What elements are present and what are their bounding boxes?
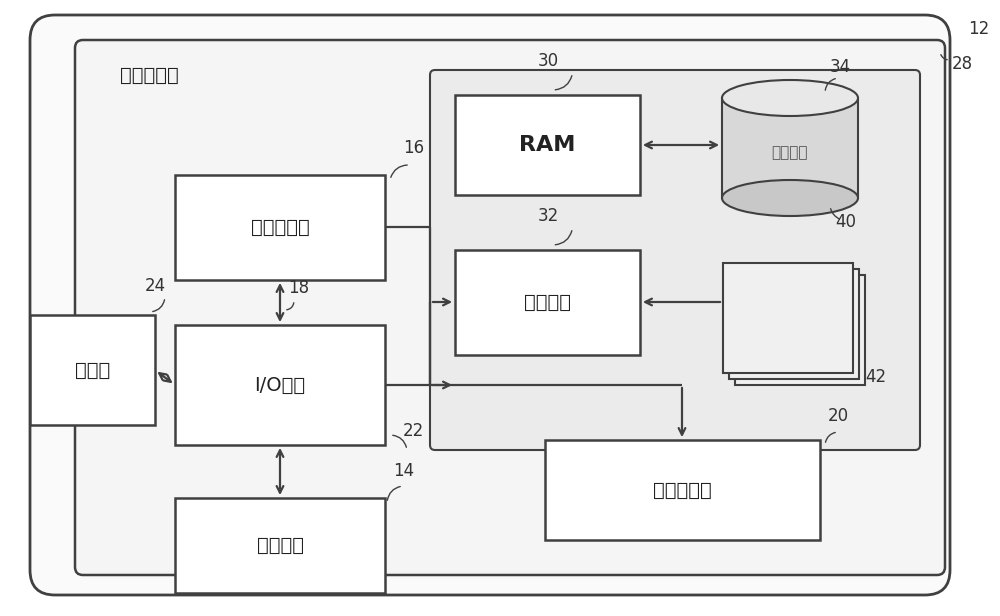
- Bar: [729, 269, 859, 379]
- Bar: [722, 98, 858, 198]
- Text: 24: 24: [145, 277, 166, 295]
- Bar: [30, 315, 155, 425]
- FancyBboxPatch shape: [430, 70, 920, 450]
- Text: 16: 16: [403, 139, 424, 157]
- Text: 18: 18: [288, 279, 309, 297]
- Text: 计算机设备: 计算机设备: [120, 65, 179, 84]
- Text: 显示器: 显示器: [75, 360, 110, 379]
- Text: 存储系统: 存储系统: [772, 145, 808, 161]
- Text: RAM: RAM: [519, 135, 576, 155]
- Bar: [175, 175, 385, 280]
- Text: 30: 30: [538, 52, 559, 70]
- Text: 42: 42: [865, 368, 886, 386]
- Text: 34: 34: [830, 58, 851, 76]
- Bar: [455, 250, 640, 355]
- Bar: [735, 275, 865, 385]
- Text: 14: 14: [393, 462, 414, 480]
- Bar: [175, 498, 385, 593]
- Text: 40: 40: [835, 213, 856, 231]
- Bar: [545, 440, 820, 540]
- Ellipse shape: [722, 180, 858, 216]
- Text: 22: 22: [403, 422, 424, 440]
- Text: 28: 28: [952, 55, 973, 73]
- Text: 外部设备: 外部设备: [257, 536, 304, 555]
- FancyBboxPatch shape: [30, 15, 950, 595]
- Bar: [175, 325, 385, 445]
- Bar: [455, 95, 640, 195]
- Text: 32: 32: [538, 207, 559, 225]
- Text: 网络适配器: 网络适配器: [653, 480, 712, 500]
- Text: 高速缓存: 高速缓存: [524, 293, 571, 312]
- Text: 12: 12: [968, 20, 989, 38]
- Text: 20: 20: [828, 407, 849, 425]
- FancyBboxPatch shape: [75, 40, 945, 575]
- Text: 处理器单元: 处理器单元: [251, 218, 309, 237]
- Bar: [723, 263, 853, 373]
- Text: I/O接口: I/O接口: [254, 376, 306, 394]
- Ellipse shape: [722, 80, 858, 116]
